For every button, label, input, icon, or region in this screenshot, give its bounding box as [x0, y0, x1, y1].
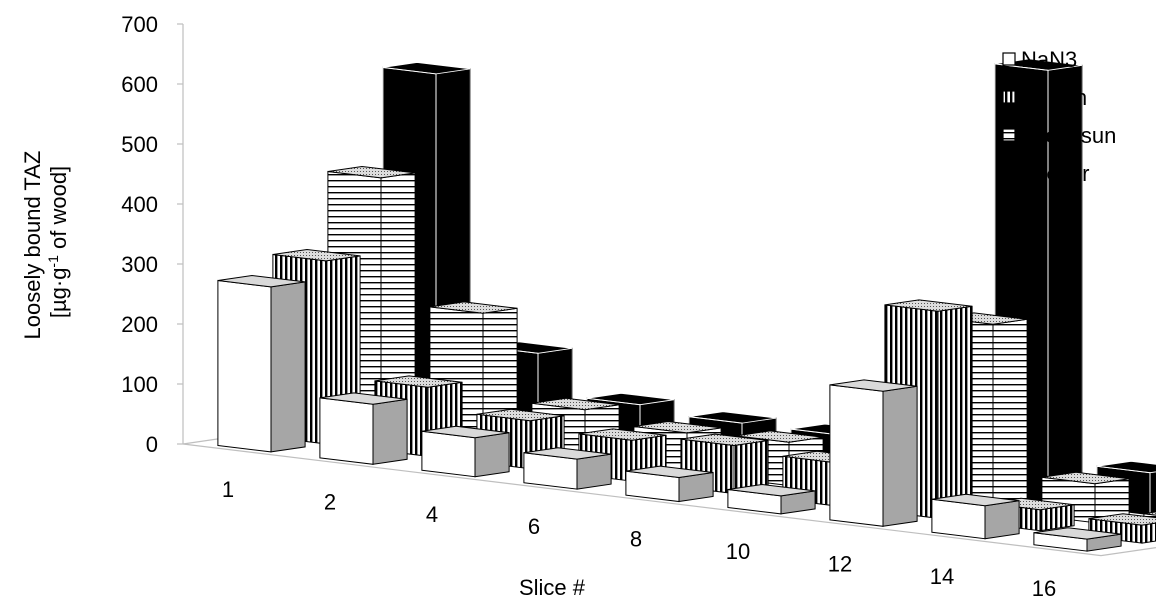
- legend-label: direct sun: [1021, 123, 1116, 148]
- bar-side: [1149, 471, 1156, 516]
- bar-top: [1143, 511, 1156, 516]
- bar-side: [984, 500, 1020, 540]
- bar-front: [319, 397, 374, 465]
- x-tick-label: 14: [930, 564, 954, 589]
- bar-top: [217, 274, 306, 288]
- bar-front: [829, 384, 884, 527]
- x-tick-label: 8: [630, 527, 642, 552]
- bar-top: [931, 493, 1020, 507]
- bar: [319, 392, 408, 465]
- y-axis-label-line2: [µg·g: [46, 268, 71, 319]
- bar-side: [372, 398, 408, 465]
- y-tick-label: 100: [121, 372, 158, 397]
- bar-top: [421, 425, 510, 439]
- bar-top: [884, 299, 973, 312]
- bar: [625, 465, 714, 503]
- bar-top: [1041, 471, 1130, 485]
- bar-top: [578, 428, 667, 441]
- legend-entry: direct sun: [1002, 123, 1116, 148]
- x-axis-label: Slice #: [519, 575, 586, 600]
- x-tick-label: 10: [726, 539, 750, 564]
- y-tick-label: 0: [146, 432, 158, 457]
- legend-entry: freezer: [1002, 161, 1089, 186]
- bar-side: [270, 281, 306, 453]
- legend-label: no sun: [1021, 85, 1087, 110]
- bar-top: [327, 165, 416, 179]
- bar-front: [217, 279, 272, 453]
- y-axis-label-line2-end: of wood]: [46, 166, 71, 255]
- bar-top: [531, 397, 620, 411]
- x-tick-label: 12: [828, 551, 852, 576]
- bar-top: [735, 430, 824, 443]
- y-axis-label-superscript: -1: [45, 255, 61, 268]
- bar: [523, 447, 612, 490]
- bar-edge: [994, 63, 1049, 503]
- y-tick-label: 500: [121, 132, 158, 157]
- bar-top: [829, 379, 918, 392]
- y-axis: 0 100 200 300 400 500 600 700: [121, 12, 184, 457]
- y-axis-label: Loosely bound TAZ [µg·g-1 of wood]: [20, 145, 71, 340]
- legend-swatch: [1002, 52, 1016, 66]
- bar-side: [474, 432, 510, 478]
- x-tick-label: 16: [1032, 576, 1056, 601]
- y-tick-label: 700: [121, 12, 158, 37]
- legend-entry: no sun: [1002, 85, 1087, 110]
- bar-top: [1088, 513, 1156, 526]
- y-tick-label: 600: [121, 72, 158, 97]
- y-tick-label: 400: [121, 192, 158, 217]
- y-axis-label-line1: Loosely bound TAZ: [20, 151, 45, 340]
- legend-label: NaN3: [1021, 47, 1077, 72]
- legend-swatch: [1002, 90, 1016, 104]
- bar-top: [429, 301, 518, 314]
- bar-side: [1141, 522, 1156, 544]
- legend-entry: NaN3: [1002, 47, 1077, 72]
- bar: [1033, 527, 1122, 552]
- bar-side: [992, 318, 1028, 511]
- bar-top: [523, 447, 612, 460]
- bar-top: [680, 433, 769, 447]
- series-nan3: [217, 274, 1122, 552]
- bar-top: [374, 375, 463, 388]
- bar-top: [319, 392, 408, 405]
- legend-swatch: [1002, 166, 1016, 180]
- bar: [727, 483, 816, 515]
- bar-side: [937, 305, 973, 519]
- bar: [217, 274, 306, 453]
- x-tick-label: 1: [222, 477, 234, 502]
- bar-side: [576, 453, 612, 490]
- x-tick-label: 4: [426, 502, 438, 527]
- bar-side: [882, 385, 918, 527]
- legend-label: freezer: [1021, 161, 1089, 186]
- bar-top: [272, 248, 361, 262]
- bar-top: [625, 465, 714, 479]
- bar: [829, 379, 918, 527]
- y-tick-label: 200: [121, 312, 158, 337]
- bar: [931, 493, 1020, 540]
- bar-top: [633, 420, 722, 434]
- x-tick-label: 2: [324, 489, 336, 514]
- bar-front: [421, 430, 476, 478]
- x-axis: 1 2 4 6 8 10 12 14 16: [222, 477, 1056, 601]
- y-tick-label: 300: [121, 252, 158, 277]
- legend-swatch: [1002, 128, 1016, 142]
- legend: NaN3 no sun direct sun freezer: [1002, 47, 1116, 186]
- bar: [421, 425, 510, 478]
- x-tick-label: 6: [528, 514, 540, 539]
- bar-top: [1033, 527, 1122, 540]
- bar-top: [476, 408, 565, 422]
- bar-top: [727, 483, 816, 497]
